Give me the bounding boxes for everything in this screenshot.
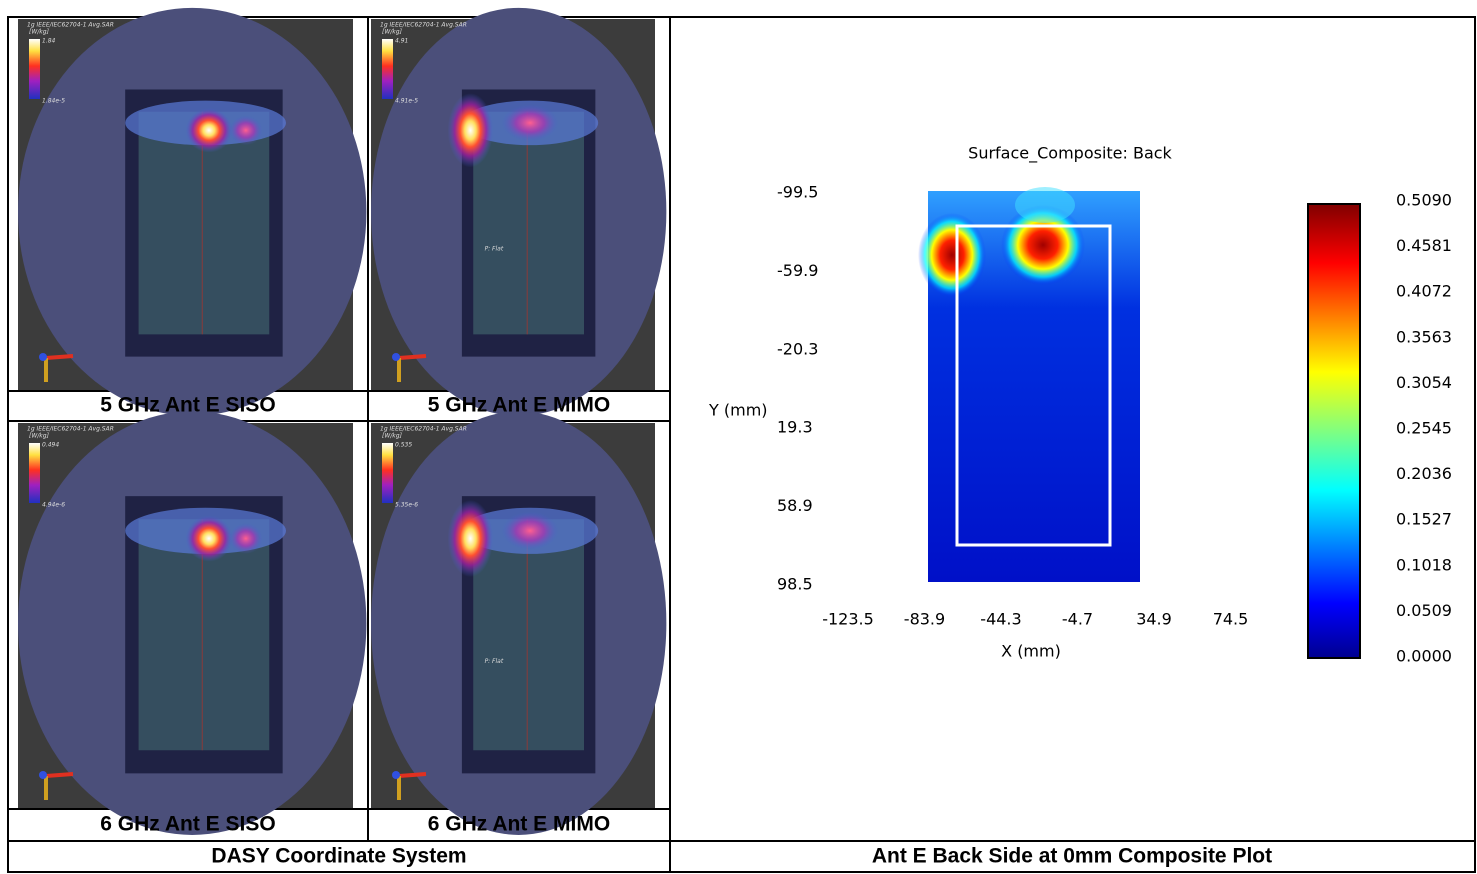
axis-origin <box>392 771 400 779</box>
colorbar <box>1308 204 1360 658</box>
axis-x-arrow <box>399 356 426 358</box>
axis-x-arrow <box>399 774 426 776</box>
scale-title: 1g IEEE/IEC62704-1 Avg.SAR <box>380 426 467 433</box>
scale-max: 4.91 <box>395 38 408 45</box>
sar-panel: 1g IEEE/IEC62704-1 Avg.SAR[W/kg] 0.535 5.3… <box>371 411 666 835</box>
axis-origin <box>39 353 47 361</box>
sar-scale <box>29 443 40 503</box>
axis-origin <box>392 353 400 361</box>
x-tick-label: -44.3 <box>980 610 1021 629</box>
colorbar-tick-label: 0.0509 <box>1396 601 1452 620</box>
panel-caption: 6 GHz Ant E MIMO <box>428 813 610 836</box>
hotspot <box>502 104 559 141</box>
colorbar-tick-label: 0.1527 <box>1396 510 1452 529</box>
sar-panel: 1g IEEE/IEC62704-1 Avg.SAR[W/kg] 0.494 4.9… <box>18 411 366 835</box>
sar-scale <box>382 39 393 99</box>
footer-left: DASY Coordinate System <box>211 845 466 868</box>
colorbar-tick-label: 0.2036 <box>1396 464 1452 483</box>
hotspot <box>448 93 493 167</box>
scale-unit: [W/kg] <box>29 29 50 36</box>
scale-min: 1.84e-5 <box>42 98 65 105</box>
scale-max: 1.84 <box>42 38 56 45</box>
hotspot <box>1015 187 1075 223</box>
colorbar-tick-label: 0.1018 <box>1396 555 1452 574</box>
x-tick-label: 34.9 <box>1136 610 1172 629</box>
colorbar-tick-label: 0.2545 <box>1396 419 1452 438</box>
probe-label: P: Flat <box>485 246 504 253</box>
scale-min: 4.94e-6 <box>42 502 65 509</box>
axis-x-arrow <box>46 774 73 776</box>
x-axis-label: X (mm) <box>1001 642 1061 661</box>
scale-unit: [W/kg] <box>382 29 403 36</box>
scale-unit: [W/kg] <box>29 433 50 440</box>
colorbar-tick-label: 0.0000 <box>1396 647 1452 666</box>
colorbar-tick-label: 0.5090 <box>1396 191 1452 210</box>
scale-min: 4.91e-5 <box>395 98 418 105</box>
colorbar-tick-label: 0.3563 <box>1396 327 1452 346</box>
y-tick-label: 98.5 <box>777 575 813 594</box>
sar-scale <box>29 39 40 99</box>
axis-origin <box>39 771 47 779</box>
hotspot <box>502 512 559 551</box>
y-tick-label: -99.5 <box>777 183 818 202</box>
page: DASY Coordinate System Ant E Back Side a… <box>0 0 1477 874</box>
footer-right: Ant E Back Side at 0mm Composite Plot <box>872 845 1272 868</box>
y-tick-label: 58.9 <box>777 496 813 515</box>
x-tick-label: 74.5 <box>1213 610 1249 629</box>
scale-unit: [W/kg] <box>382 433 403 440</box>
colorbar-tick-label: 0.3054 <box>1396 373 1452 392</box>
scale-max: 0.494 <box>42 442 59 449</box>
hotspot <box>229 115 262 145</box>
plot-title: Surface_Composite: Back <box>968 144 1172 164</box>
scale-title: 1g IEEE/IEC62704-1 Avg.SAR <box>27 426 114 433</box>
colorbar-tick-label: 0.4072 <box>1396 282 1452 301</box>
y-tick-label: -59.9 <box>777 261 818 280</box>
y-tick-label: 19.3 <box>777 418 813 437</box>
hotspot <box>448 500 493 577</box>
probe-label: P: Flat <box>485 658 504 665</box>
scale-max: 0.535 <box>395 442 412 449</box>
hotspot <box>186 108 233 153</box>
x-tick-label: -4.7 <box>1062 610 1093 629</box>
axis-x-arrow <box>46 356 73 358</box>
scale-title: 1g IEEE/IEC62704-1 Avg.SAR <box>27 22 114 29</box>
scale-min: 5.35e-6 <box>395 502 418 509</box>
sar-panel: 1g IEEE/IEC62704-1 Avg.SAR[W/kg] 4.91 4.91… <box>371 8 666 416</box>
scale-title: 1g IEEE/IEC62704-1 Avg.SAR <box>380 22 467 29</box>
colorbar-tick-label: 0.4581 <box>1396 236 1452 255</box>
y-axis-label: Y (mm) <box>708 401 768 420</box>
sar-scale <box>382 443 393 503</box>
x-tick-label: -83.9 <box>904 610 945 629</box>
panel-caption: 6 GHz Ant E SISO <box>100 813 275 836</box>
hotspot <box>229 523 262 554</box>
sar-panel: 1g IEEE/IEC62704-1 Avg.SAR[W/kg] 1.84 1.84… <box>18 8 366 416</box>
hotspot <box>186 515 233 561</box>
y-tick-label: -20.3 <box>777 339 818 358</box>
x-tick-label: -123.5 <box>822 610 874 629</box>
